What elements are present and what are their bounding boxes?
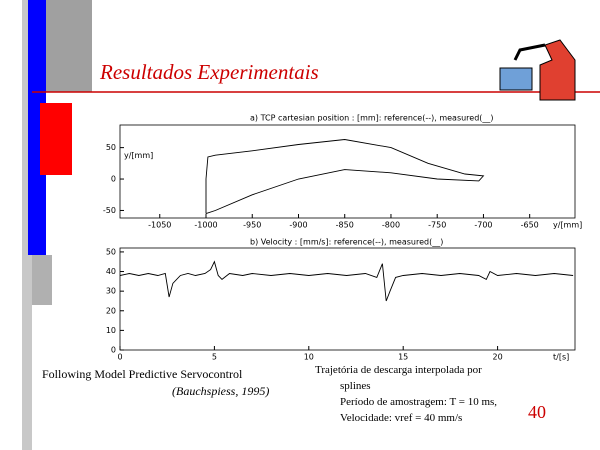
plot-frame	[119, 247, 576, 351]
y-tick-label: 0	[111, 346, 116, 355]
y-tick-label: 0	[111, 175, 116, 184]
x-axis-label: y/[mm]	[553, 221, 582, 230]
y-axis-label: y/[mm]	[124, 151, 153, 160]
y-tick-label: 50	[106, 143, 116, 152]
x-axis-label: t/[s]	[553, 353, 569, 362]
decor-bar	[32, 255, 52, 305]
chart-title: b) Velocity : [mm/s]: reference(--), mea…	[250, 238, 443, 247]
y-tick-label: 40	[106, 267, 116, 276]
y-tick-label: 20	[106, 306, 116, 315]
y-tick-label: -50	[103, 206, 116, 215]
x-tick-label: -1050	[148, 221, 171, 230]
x-tick-label: -800	[382, 221, 400, 230]
x-tick-label: 20	[492, 353, 502, 362]
caption-left: (Bauchspiess, 1995)	[172, 384, 270, 398]
x-tick-label: -1000	[194, 221, 217, 230]
data-line	[205, 139, 485, 215]
slide-title: Resultados Experimentais	[99, 60, 319, 84]
x-tick-label: 0	[117, 353, 122, 362]
page-number: 40	[528, 402, 546, 422]
caption-right: splines	[340, 380, 371, 392]
x-tick-label: -700	[474, 221, 492, 230]
data-line	[119, 260, 574, 302]
y-tick-label: 30	[106, 287, 116, 296]
robot-icon	[499, 39, 576, 101]
y-tick-label: 10	[106, 326, 116, 335]
caption-right: Velocidade: vref = 40 mm/s	[340, 412, 463, 424]
caption-right: Período de amostragem: T = 10 ms,	[340, 396, 498, 408]
x-tick-label: -950	[243, 221, 261, 230]
decor-bar	[22, 0, 32, 450]
x-tick-label: 15	[398, 353, 408, 362]
x-tick-label: 10	[304, 353, 314, 362]
x-tick-label: -900	[289, 221, 307, 230]
caption-left: Following Model Predictive Servocontrol	[42, 367, 243, 381]
decor-bar	[46, 0, 92, 92]
y-tick-label: 50	[106, 247, 116, 256]
x-tick-label: -650	[521, 221, 539, 230]
plot-frame	[119, 124, 576, 219]
x-tick-label: -750	[428, 221, 446, 230]
caption-right: Trajetória de descarga interpolada por	[315, 364, 482, 376]
chart-title: a) TCP cartesian position : [mm]: refere…	[250, 114, 494, 123]
decor-bar	[40, 103, 72, 175]
decor-bar	[28, 0, 46, 255]
x-tick-label: -850	[336, 221, 354, 230]
x-tick-label: 5	[212, 353, 217, 362]
